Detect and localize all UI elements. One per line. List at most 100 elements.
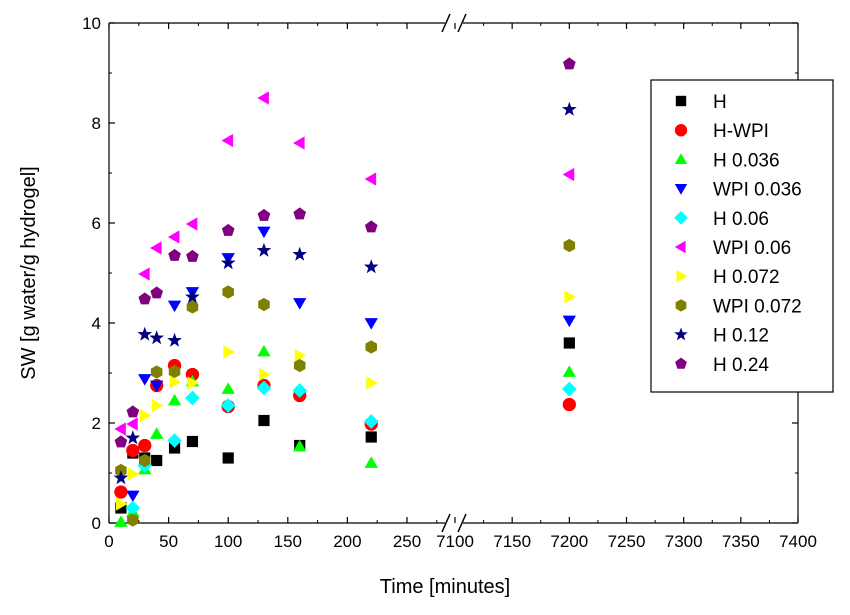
data-point — [168, 442, 181, 454]
legend-marker — [675, 357, 687, 369]
legend-label: H 0.036 — [713, 150, 780, 171]
legend-entry: H-WPI — [674, 121, 769, 142]
data-point — [150, 241, 162, 255]
data-point — [562, 315, 576, 328]
data-point — [257, 208, 271, 221]
legend-entry: H 0.072 — [676, 267, 780, 288]
data-point — [137, 326, 153, 341]
data-point — [114, 422, 126, 436]
series-h-wpi — [114, 358, 576, 499]
data-point — [221, 382, 235, 394]
data-point — [138, 267, 150, 281]
legend-label: H 0.072 — [713, 267, 780, 288]
data-point — [364, 318, 378, 330]
data-point — [365, 340, 377, 354]
data-point — [114, 435, 128, 448]
data-point — [167, 393, 182, 406]
series-h-0-036 — [114, 344, 576, 527]
x-tick-label: 7350 — [722, 532, 760, 551]
data-point — [139, 453, 151, 468]
axis-break-mark-top — [457, 13, 467, 33]
data-point — [127, 467, 140, 481]
legend-entry: H 0.12 — [674, 326, 769, 347]
series-h-0-072 — [116, 290, 576, 511]
x-tick-label: 7300 — [665, 532, 703, 551]
data-point — [222, 452, 234, 464]
y-tick-label: 0 — [92, 514, 101, 533]
data-point — [113, 470, 129, 485]
legend-marker — [674, 184, 688, 195]
x-tick-label: 100 — [214, 532, 242, 551]
data-point — [150, 365, 163, 379]
x-tick-label: 0 — [104, 532, 113, 551]
data-point — [150, 286, 163, 299]
data-point — [150, 380, 164, 393]
data-point — [168, 364, 181, 379]
data-point — [258, 297, 270, 312]
legend-entry: WPI 0.036 — [674, 180, 802, 201]
data-point — [151, 398, 164, 413]
legend-entry: H 0.036 — [674, 150, 780, 171]
data-point — [366, 376, 378, 390]
data-point — [139, 408, 152, 423]
series-wpi-0-06 — [114, 91, 575, 436]
data-point — [293, 136, 305, 150]
x-tick-label: 7200 — [550, 532, 588, 551]
legend-label: H 0.06 — [713, 209, 769, 230]
series-h-0-24 — [114, 57, 576, 448]
data-point — [126, 443, 140, 458]
legend-marker — [675, 95, 687, 107]
data-point — [127, 513, 139, 527]
series-h — [115, 337, 575, 514]
data-point — [293, 439, 307, 452]
data-point — [363, 259, 379, 274]
data-point — [563, 57, 576, 70]
data-point — [221, 223, 235, 236]
legend: H H-WPI H 0.036 WPI 0.036 H 0.06 WPI 0.06 H 0.… — [650, 79, 834, 393]
legend-marker — [674, 327, 688, 341]
data-point — [563, 337, 575, 349]
data-point — [125, 430, 141, 445]
data-point — [563, 238, 576, 253]
data-point — [257, 226, 271, 239]
legend-label: H — [713, 92, 727, 113]
legend-label: WPI 0.06 — [713, 238, 791, 259]
data-point — [292, 246, 308, 261]
data-point — [256, 242, 272, 257]
data-point — [150, 427, 164, 439]
data-point — [126, 490, 140, 503]
axis-break-mark-top — [441, 13, 451, 33]
data-point — [256, 380, 272, 396]
data-point — [149, 330, 164, 345]
legend-entry: H 0.06 — [674, 209, 769, 230]
data-point — [221, 133, 234, 148]
series-h-0-06 — [125, 380, 577, 516]
data-point — [186, 300, 199, 314]
data-point — [294, 348, 307, 363]
data-point — [114, 485, 128, 499]
data-point — [293, 358, 306, 373]
axis-break-mark-bottom — [441, 513, 451, 533]
x-tick-label: 7100 — [436, 532, 474, 551]
data-point — [114, 515, 128, 527]
data-marks — [113, 57, 577, 527]
legend-label: H 0.24 — [713, 355, 769, 376]
data-point — [138, 438, 152, 453]
data-point — [116, 497, 128, 511]
data-point — [151, 454, 163, 467]
data-point — [292, 383, 308, 398]
y-tick-label: 4 — [92, 314, 101, 333]
data-point — [125, 500, 141, 516]
y-tick-label: 2 — [92, 414, 101, 433]
legend-label: WPI 0.072 — [713, 296, 802, 317]
data-point — [220, 398, 236, 413]
data-point — [364, 172, 377, 186]
data-point — [562, 101, 577, 116]
data-point — [257, 344, 271, 357]
data-point — [168, 248, 181, 261]
data-point — [126, 417, 138, 431]
data-point — [185, 289, 200, 304]
legend-entry: WPI 0.06 — [674, 238, 791, 259]
